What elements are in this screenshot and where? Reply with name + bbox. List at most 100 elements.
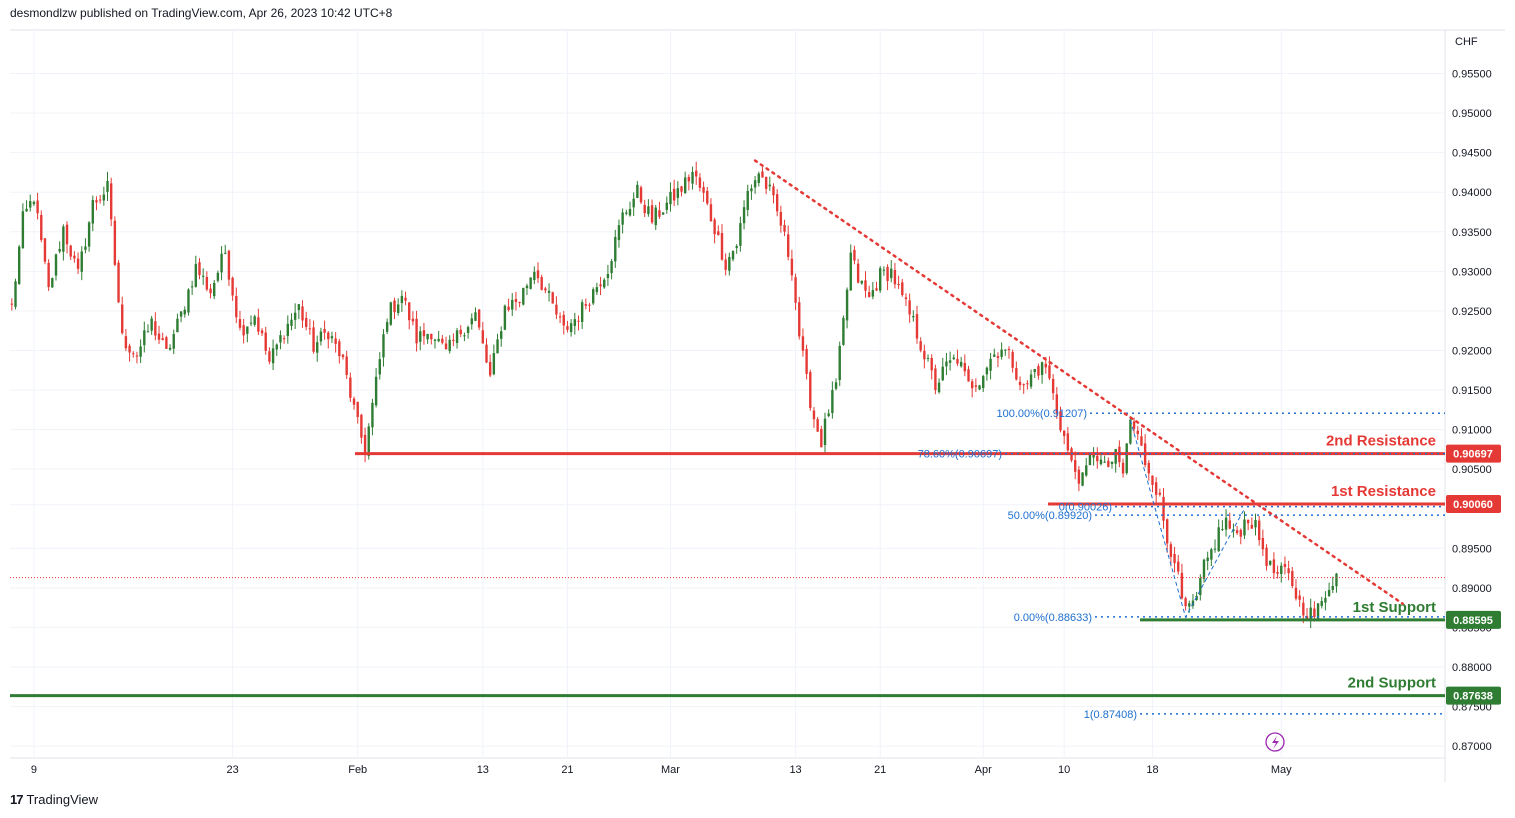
candle-body: [812, 410, 816, 420]
candle-body: [1272, 559, 1276, 574]
candle-body: [794, 277, 797, 303]
x-tick-label: Apr: [975, 764, 992, 776]
candle-body: [606, 273, 610, 279]
y-tick-label: 0.94500: [1452, 148, 1492, 160]
candle-body: [639, 187, 643, 203]
lightning-icon[interactable]: [1265, 732, 1285, 752]
candle-body: [1294, 587, 1298, 599]
candle-body: [404, 297, 407, 301]
candle-body: [183, 309, 186, 315]
candle-body: [1313, 608, 1316, 618]
candle-body: [201, 275, 205, 277]
candle-body: [978, 385, 981, 390]
candle-body: [849, 252, 852, 291]
candle-body: [617, 225, 621, 241]
candle-body: [871, 290, 875, 297]
candle-body: [1184, 598, 1187, 607]
candle-body: [378, 359, 381, 375]
candle-body: [1239, 529, 1242, 537]
candle-body: [912, 316, 915, 318]
candle-body: [98, 199, 102, 201]
candle-body: [1077, 469, 1081, 484]
candle-body: [21, 211, 25, 248]
candle-body: [345, 356, 348, 375]
candle-body: [389, 302, 393, 325]
candle-body: [959, 361, 963, 367]
candle-body: [544, 288, 547, 291]
candle-body: [1213, 548, 1217, 550]
candle-body: [610, 261, 613, 274]
candle-body: [680, 186, 683, 192]
resistance-2-badge: [1446, 444, 1501, 463]
candle-body: [205, 276, 209, 290]
candle-body: [1040, 362, 1044, 375]
candle-body: [864, 280, 867, 291]
candle-body: [29, 201, 32, 208]
candle-body: [1140, 436, 1143, 446]
candle-body: [1180, 572, 1184, 599]
resistance-1-label: 1st Resistance: [1331, 483, 1436, 500]
candle-body: [349, 377, 352, 398]
candle-body: [1121, 462, 1125, 474]
candle-body: [463, 335, 466, 337]
y-tick-label: 0.93000: [1452, 266, 1492, 278]
candle-body: [187, 289, 190, 313]
candle-body: [952, 357, 955, 360]
candle-body: [566, 326, 569, 330]
candle-body: [1033, 369, 1036, 373]
candle-body: [1029, 374, 1033, 387]
candle-body: [1114, 449, 1117, 464]
descending-trendline: [753, 159, 1404, 605]
candle-body: [904, 297, 908, 300]
candle-body: [286, 323, 290, 336]
candle-body: [1092, 454, 1095, 458]
candle-body: [860, 280, 864, 284]
candle-body: [1074, 460, 1077, 472]
candle-body: [676, 188, 680, 198]
candle-body: [790, 258, 794, 276]
candle-body: [893, 269, 897, 285]
y-tick-label: 0.88000: [1452, 662, 1492, 674]
candle-body: [1235, 530, 1239, 534]
candle-body: [650, 205, 654, 223]
candle-body: [279, 335, 282, 343]
candle-body: [798, 302, 801, 337]
y-tick-label: 0.95500: [1452, 69, 1492, 81]
candle-body: [809, 372, 812, 409]
candle-body: [1099, 459, 1103, 465]
resistance-1-badge: [1446, 494, 1501, 513]
candle-body: [654, 207, 657, 226]
candle-body: [518, 301, 521, 303]
candle-body: [831, 390, 834, 414]
candle-body: [878, 268, 882, 291]
fib-swing-path: [1129, 419, 1245, 619]
candle-body: [698, 177, 702, 188]
candle-body: [706, 190, 709, 204]
candle-body: [312, 327, 315, 352]
time-axis: 9 23 Feb 13 21 Mar 13 21 Apr 10 18 May: [31, 764, 1292, 776]
candle-body: [91, 200, 94, 224]
candle-body: [993, 354, 996, 357]
candle-body: [235, 295, 238, 318]
trendline: [753, 159, 1404, 605]
tradingview-brand[interactable]: 17 TradingView: [10, 792, 98, 807]
currency-label: CHF: [1455, 36, 1478, 48]
candle-body: [1004, 349, 1007, 351]
candle-body: [419, 331, 422, 342]
candle-body: [558, 316, 562, 318]
candle-body: [507, 306, 510, 310]
resistance-2-badge-text: 0.90697: [1453, 449, 1493, 461]
candle-body: [1107, 460, 1110, 467]
candle-body: [227, 250, 231, 280]
candle-body: [974, 385, 978, 387]
candle-body: [470, 318, 473, 325]
x-tick-label: May: [1271, 764, 1292, 776]
candle-body: [65, 224, 69, 245]
candle-body: [901, 282, 904, 296]
candle-body: [1088, 454, 1092, 466]
candle-body: [213, 282, 216, 297]
candle-body: [485, 344, 488, 363]
candle-body: [923, 350, 926, 360]
fib-label: 78.60%(0.90697): [918, 449, 1002, 461]
